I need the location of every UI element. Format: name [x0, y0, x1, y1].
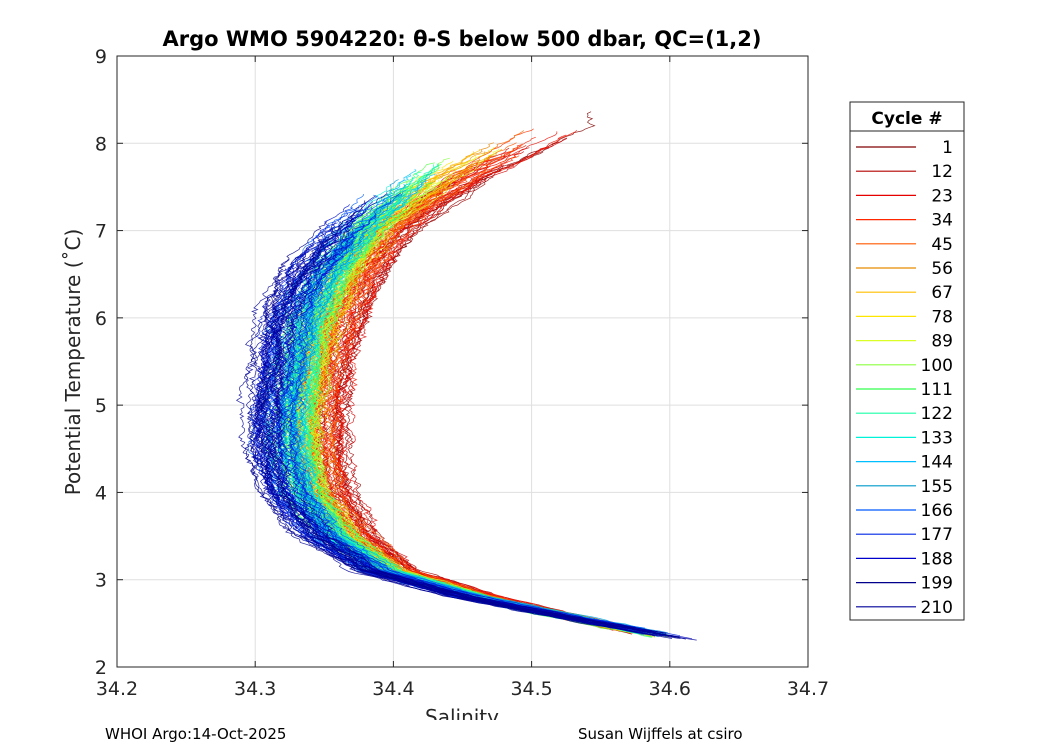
y-tick-label: 7 — [95, 221, 107, 243]
footer-author: Susan Wijffels at csiro — [578, 725, 743, 743]
y-tick-label: 2 — [95, 657, 107, 679]
profile-line — [326, 152, 620, 627]
legend-label: 177 — [921, 525, 953, 545]
profile-line — [270, 224, 652, 632]
legend-label: 34 — [931, 211, 953, 231]
plot-frame — [116, 55, 809, 668]
y-tick-label: 8 — [95, 133, 107, 155]
legend-label: 78 — [931, 307, 953, 327]
legend-label: 23 — [931, 186, 953, 206]
profile-line — [340, 137, 636, 629]
legend-label: 199 — [921, 574, 953, 594]
y-tick-label: 6 — [95, 308, 107, 330]
legend-label: 155 — [921, 477, 953, 497]
profile-line — [327, 169, 625, 628]
profile-line — [337, 129, 639, 630]
legend-label: 1 — [942, 138, 953, 158]
profile-line — [260, 221, 649, 633]
x-tick-label: 34.6 — [649, 678, 691, 700]
legend-label: 45 — [931, 235, 953, 255]
x-tick-label: 34.7 — [787, 678, 829, 700]
x-tick-label: 34.3 — [234, 678, 276, 700]
profile-line — [244, 268, 673, 639]
footer-credit-date: WHOI Argo:14-Oct-2025 — [105, 725, 287, 743]
chart-title: Argo WMO 5904220: θ-S below 500 dbar, QC… — [163, 27, 762, 51]
profile-line — [258, 238, 680, 638]
profile-line — [335, 134, 610, 625]
legend-entries: 1 12 23 34 45 56 67 78 89 100 111 122 133 144 155 166 17… — [856, 138, 953, 618]
theta-s-chart: Argo WMO 5904220: θ-S below 500 dbar, QC… — [61, 27, 965, 720]
legend-label: 100 — [921, 356, 953, 376]
legend-label: 133 — [921, 428, 953, 448]
profile-line — [272, 240, 667, 634]
y-tick-label: 3 — [95, 570, 107, 592]
x-tick-label: 34.2 — [96, 678, 138, 700]
legend-label: 67 — [931, 283, 953, 303]
y-axis-label: Potential Temperature (˚C) — [61, 229, 85, 496]
legend-label: 111 — [921, 380, 953, 400]
legend-title: Cycle # — [871, 109, 942, 129]
legend-label: 56 — [931, 259, 953, 279]
profile-line — [283, 214, 652, 631]
x-tick-label: 34.4 — [372, 678, 414, 700]
profile-line — [307, 233, 670, 636]
legend-label: 166 — [921, 501, 953, 521]
y-tick-label: 4 — [95, 482, 107, 504]
legend-label: 122 — [921, 404, 953, 424]
legend-label: 89 — [931, 332, 953, 352]
profile-line — [286, 235, 681, 637]
profile-line — [288, 240, 646, 629]
profile-lines — [235, 111, 697, 641]
legend-label: 144 — [921, 453, 953, 473]
profile-line — [249, 221, 628, 631]
legend: Cycle # 1 12 23 34 45 56 67 78 89 100 111 122 133 144… — [849, 101, 965, 621]
profile-line — [331, 177, 643, 631]
legend-label: 188 — [921, 549, 953, 569]
x-axis-label: Salinity — [425, 705, 499, 720]
profile-line — [323, 204, 672, 637]
profile-line — [254, 256, 681, 640]
profile-line — [272, 253, 633, 628]
y-tick-label: 5 — [95, 395, 107, 417]
legend-label: 210 — [921, 598, 953, 618]
y-axis-ticks: 2 3 4 5 6 7 8 9 — [95, 46, 808, 679]
legend-label: 12 — [931, 162, 953, 182]
profile-line — [245, 221, 614, 629]
y-tick-label: 9 — [95, 46, 107, 68]
x-axis-ticks: 34.2 34.3 34.4 34.5 34.6 34.7 — [96, 56, 829, 700]
profile-line — [266, 195, 686, 640]
profile-line — [295, 221, 627, 627]
grid-lines — [117, 56, 808, 667]
x-tick-label: 34.5 — [510, 678, 552, 700]
profile-line — [235, 258, 656, 637]
profile-line — [290, 179, 665, 634]
